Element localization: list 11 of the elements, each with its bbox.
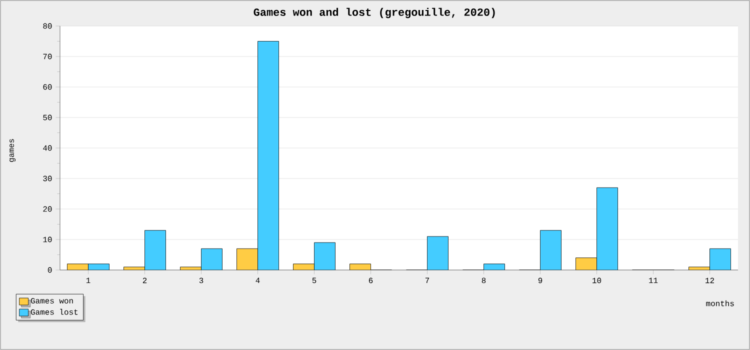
bar bbox=[576, 258, 597, 270]
bar bbox=[596, 187, 618, 270]
bar bbox=[427, 236, 448, 270]
bar bbox=[258, 41, 279, 270]
bar bbox=[144, 230, 166, 270]
bar bbox=[540, 230, 562, 270]
bar bbox=[710, 248, 731, 270]
chart-title: Games won and lost (gregouille, 2020) bbox=[254, 8, 495, 18]
bar bbox=[236, 248, 258, 270]
bar bbox=[201, 248, 222, 270]
bar bbox=[314, 242, 336, 270]
